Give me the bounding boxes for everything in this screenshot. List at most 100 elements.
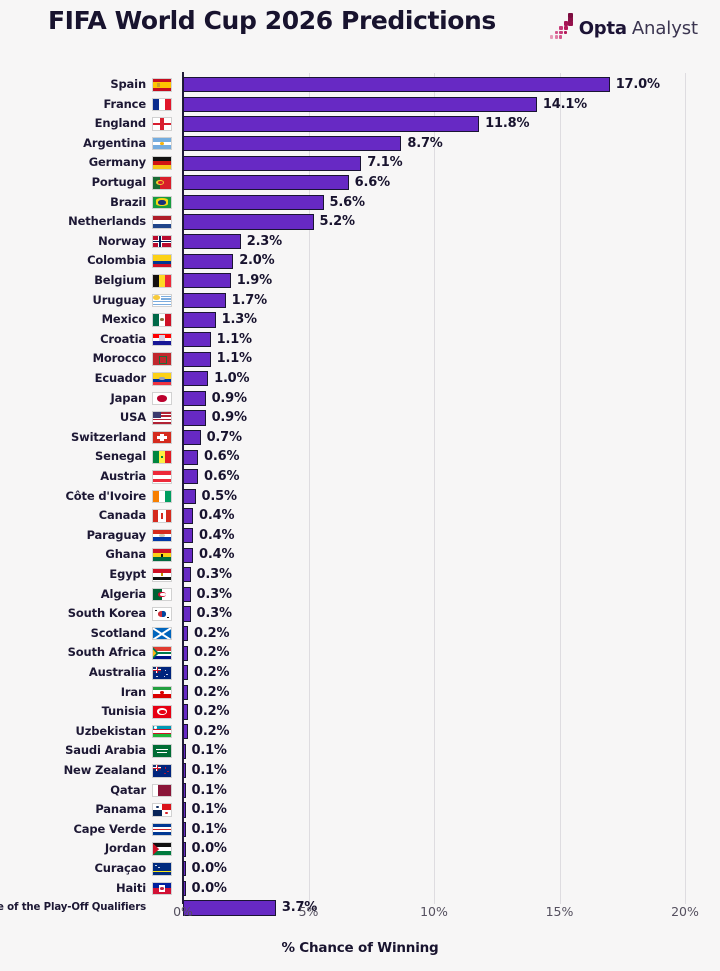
row-category-label: Germany [88, 155, 146, 170]
brand-opta-text: Opta [578, 17, 627, 39]
netherlands-flag [152, 215, 172, 229]
x-axis-tick-label: 15% [545, 904, 574, 919]
chart-row: France 14.1% [0, 95, 720, 115]
bar-value-label: 0.6% [204, 449, 240, 465]
austria-flag [152, 470, 172, 484]
row-category-label: Spain [110, 77, 146, 91]
opta-analyst-logo: Opta Analyst [548, 12, 698, 43]
row-category-label: Portugal [91, 175, 147, 189]
row-category-label: Côte d'Ivoire [65, 488, 146, 503]
row-category-label: Panama [95, 802, 146, 817]
argentina-flag [152, 136, 172, 151]
bar-value-label: 0.0% [191, 880, 227, 896]
chart-row: Norway 2.3% [0, 232, 720, 252]
chart-row: Brazil 5.6% [0, 193, 720, 213]
chart-row: Panama 0.1% [0, 800, 720, 820]
brand-wordmark: Opta Analyst [579, 18, 698, 39]
chart-row: Austria 0.6% [0, 467, 720, 487]
switzerland-flag [152, 430, 172, 445]
belgium-flag [152, 274, 172, 288]
bar-value-label: 5.2% [319, 214, 355, 230]
bar-value-label: 1.0% [214, 371, 250, 386]
row-category-label: One of the Play-Off Qualifiers [0, 902, 146, 914]
chart-row: England 11.8% [0, 114, 720, 134]
chart-row: Germany 7.1% [0, 153, 720, 173]
value-bar [183, 292, 226, 308]
value-bar [183, 96, 537, 112]
row-category-label: Japan [110, 390, 147, 405]
bar-value-label: 0.1% [191, 743, 227, 759]
portugal-flag [152, 176, 172, 190]
value-bar [183, 253, 234, 269]
value-bar [183, 841, 186, 857]
chart-row: Australia 0.2% [0, 663, 720, 683]
row-category-label: Saudi Arabia [65, 743, 146, 758]
bar-value-label: 1.1% [216, 351, 252, 367]
value-bar [183, 763, 186, 779]
bar-value-label: 7.1% [367, 155, 403, 171]
bar-value-label: 0.1% [191, 782, 227, 798]
chart-row: Cape Verde 0.1% [0, 820, 720, 840]
cote-divoire-flag [152, 489, 172, 504]
ghana-flag [152, 548, 172, 562]
bar-value-label: 0.2% [194, 625, 230, 641]
value-bar [183, 116, 480, 132]
chart-row: Belgium 1.9% [0, 271, 720, 291]
bar-value-label: 3.7% [281, 900, 318, 916]
row-category-label: Norway [98, 233, 146, 248]
spain-flag [152, 78, 172, 92]
colombia-flag [152, 254, 172, 268]
saudi-arabia-flag [152, 744, 172, 758]
uruguay-flag [152, 293, 172, 308]
page-title: FIFA World Cup 2026 Predictions [48, 6, 496, 35]
row-category-label: Mexico [101, 312, 147, 327]
chart-row: Switzerland 0.7% [0, 428, 720, 448]
iran-flag [152, 685, 172, 700]
value-bar [183, 214, 314, 230]
value-bar [183, 527, 194, 544]
bar-chart-plot: Spain 17.0% France 14.1% England 11.8% Argenti… [0, 66, 720, 916]
row-category-label: Canada [98, 508, 146, 523]
germany-flag [152, 156, 172, 170]
bar-value-label: 0.7% [206, 429, 242, 445]
chart-row: Netherlands 5.2% [0, 212, 720, 232]
bar-value-label: 1.3% [221, 312, 257, 328]
row-category-label: Paraguay [86, 527, 147, 542]
bar-value-label: 14.1% [542, 96, 588, 112]
value-bar [183, 645, 189, 661]
bar-value-label: 11.8% [485, 116, 530, 132]
row-category-label: South Korea [67, 606, 146, 621]
row-category-label: Iran [120, 684, 146, 699]
croatia-flag [152, 332, 172, 347]
chart-row: Uzbekistan 0.2% [0, 722, 720, 742]
row-category-label: Morocco [92, 351, 147, 366]
row-category-label: Brazil [110, 194, 146, 209]
value-bar [183, 194, 324, 210]
bar-value-label: 0.4% [199, 527, 235, 543]
chart-row: Argentina 8.7% [0, 134, 720, 154]
row-category-label: Uruguay [92, 292, 147, 307]
x-axis-tick-label: 20% [671, 904, 699, 919]
usa-flag [152, 411, 172, 425]
bar-value-label: 2.0% [239, 253, 275, 269]
bar-value-label: 0.1% [191, 802, 227, 818]
brazil-flag [152, 195, 172, 210]
value-bar [183, 331, 211, 348]
chart-row: Iran 0.2% [0, 683, 720, 703]
chart-row: Algeria 0.3% [0, 585, 720, 605]
haiti-flag [152, 881, 172, 896]
bar-value-label: 6.6% [354, 175, 390, 190]
bar-value-label: 0.2% [194, 723, 230, 739]
opta-mark-icon [548, 12, 574, 40]
value-bar [183, 821, 186, 838]
chart-row: Morocco 1.1% [0, 349, 720, 369]
chart-row: Curaçao 0.0% [0, 859, 720, 879]
chart-row: Haiti 0.0% [0, 879, 720, 899]
bar-value-label: 0.3% [196, 567, 232, 582]
chart-row: USA 0.9% [0, 408, 720, 428]
chart-row: South Africa 0.2% [0, 643, 720, 663]
ecuador-flag [152, 372, 172, 386]
bar-value-label: 1.9% [236, 273, 272, 288]
scotland-flag [152, 626, 172, 641]
senegal-flag [152, 450, 172, 464]
